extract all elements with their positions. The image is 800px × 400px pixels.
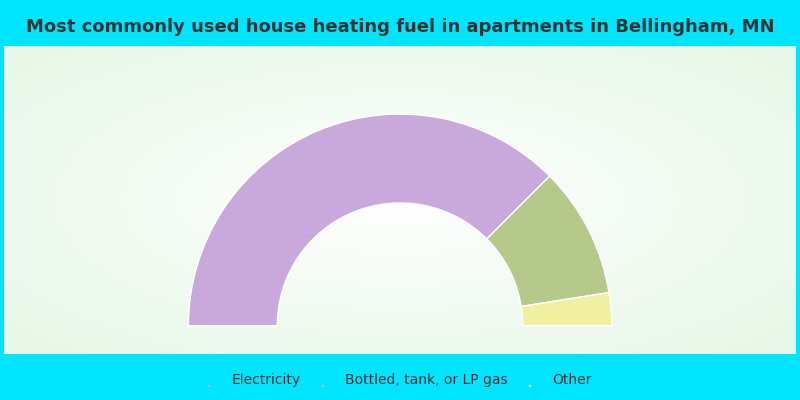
Legend: Electricity, Bottled, tank, or LP gas, Other: Electricity, Bottled, tank, or LP gas, O… [202, 366, 598, 392]
Wedge shape [486, 176, 609, 306]
Wedge shape [522, 292, 612, 326]
Wedge shape [188, 114, 550, 326]
Text: Most commonly used house heating fuel in apartments in Bellingham, MN: Most commonly used house heating fuel in… [26, 18, 774, 36]
